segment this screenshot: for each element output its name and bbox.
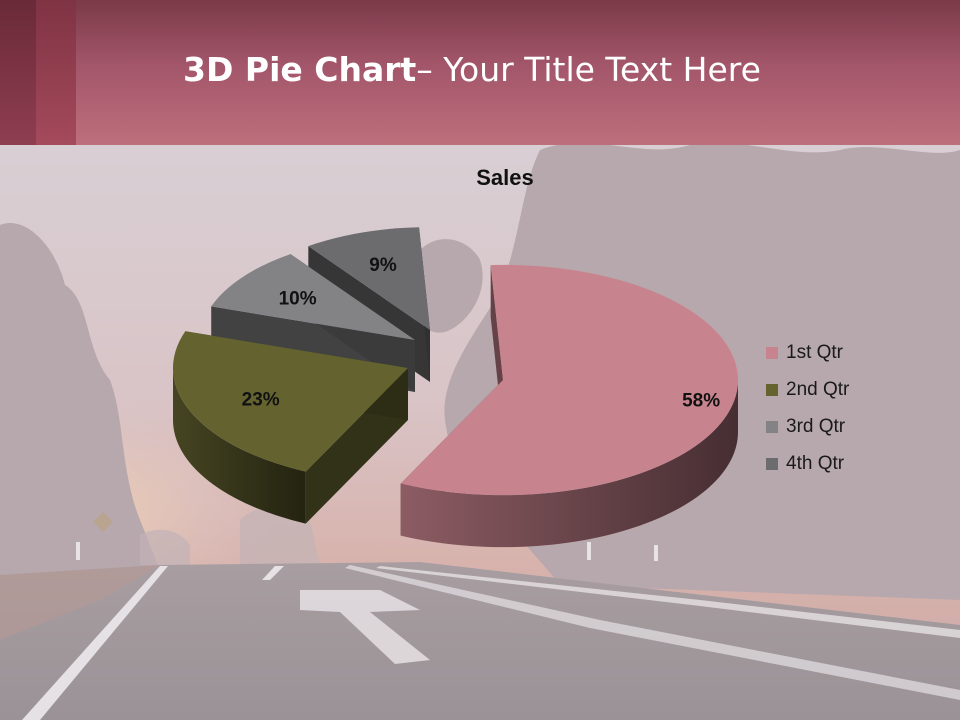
slide-title-bold: 3D Pie Chart — [183, 50, 417, 89]
pie-slice-2: 23% — [172, 331, 408, 524]
legend-item-4: 4th Qtr — [766, 445, 849, 482]
legend-label: 2nd Qtr — [786, 378, 850, 400]
legend-swatch — [766, 346, 778, 359]
pie-slice-2-side — [173, 368, 306, 524]
header-accent-bar — [0, 0, 36, 145]
slide-title: 3D Pie Chart– Your Title Text Here — [0, 50, 944, 90]
legend-swatch — [766, 383, 778, 396]
pie-slice-1: 58% — [400, 264, 739, 548]
data-label-2: 23% — [242, 389, 280, 410]
legend-item-1: 1st Qtr — [766, 334, 849, 371]
legend-label: 3rd Qtr — [786, 415, 846, 437]
pie-slice-1-side — [400, 380, 738, 548]
data-label-4: 9% — [369, 255, 397, 276]
pie-slice-4-top — [308, 227, 430, 330]
slide-title-rest: – Your Title Text Here — [416, 50, 761, 89]
legend-label: 4th Qtr — [786, 452, 845, 474]
chart-legend: 1st Qtr 2nd Qtr 3rd Qtr 4th Qtr — [766, 334, 849, 482]
chart-title: Sales — [476, 165, 534, 190]
pie-slice-1-top — [400, 264, 739, 496]
pie-chart: 9% 10% 23% 58% — [172, 227, 739, 548]
pie-slice-3-top — [211, 254, 415, 340]
data-label-1: 58% — [682, 391, 720, 412]
legend-swatch — [766, 457, 778, 470]
legend-label: 1st Qtr — [786, 341, 844, 363]
header-accent-bar-secondary — [36, 0, 76, 145]
header-band — [0, 0, 960, 145]
pie-slice-2-top — [172, 331, 408, 472]
legend-item-2: 2nd Qtr — [766, 371, 849, 408]
legend-item-3: 3rd Qtr — [766, 408, 849, 445]
data-label-3: 10% — [279, 288, 317, 309]
legend-swatch — [766, 420, 778, 433]
